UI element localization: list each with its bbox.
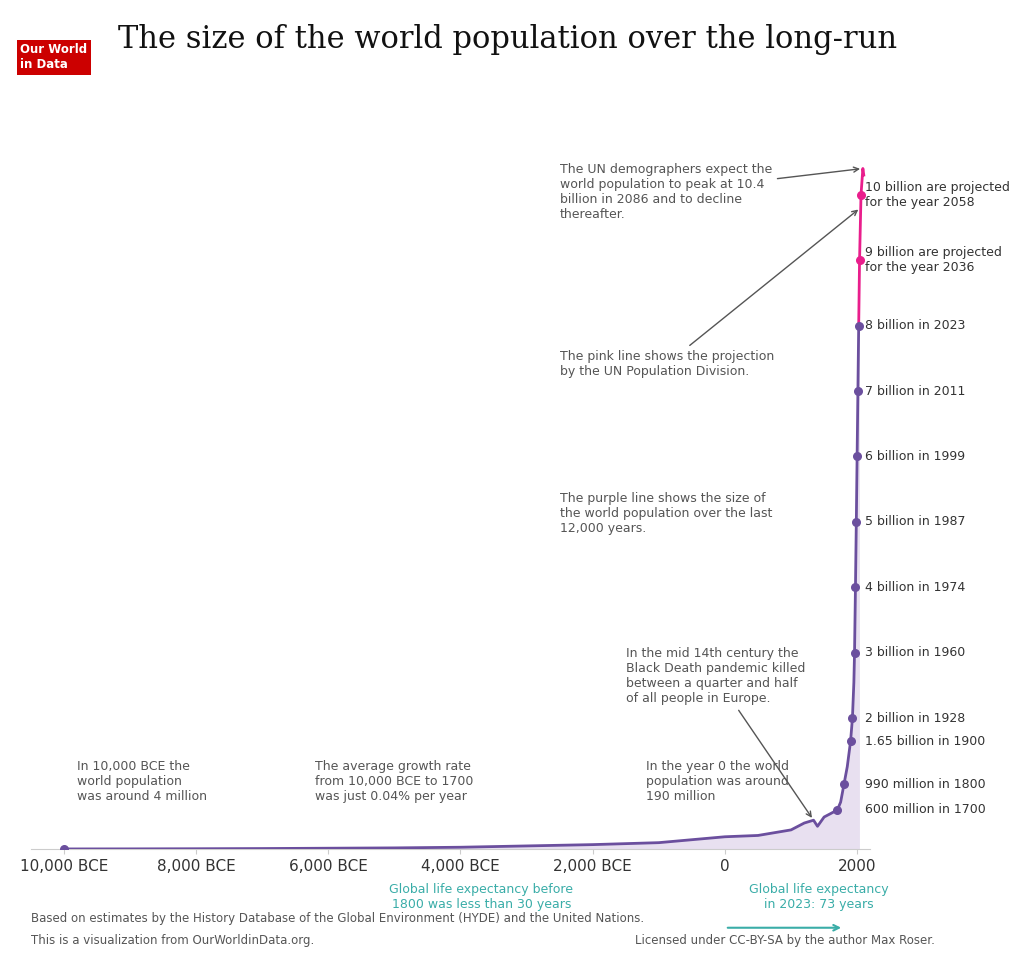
- Point: [836, 777, 852, 792]
- Text: Based on estimates by the History Database of the Global Environment (HYDE) and : Based on estimates by the History Databa…: [31, 912, 644, 924]
- Text: 6 billion in 1999: 6 billion in 1999: [865, 450, 966, 463]
- Text: 600 million in 1700: 600 million in 1700: [865, 804, 986, 816]
- Text: Global life expectancy
in 2023: 73 years: Global life expectancy in 2023: 73 years: [750, 883, 889, 911]
- Point: [849, 449, 865, 464]
- Text: This is a visualization from OurWorldinData.org.: This is a visualization from OurWorldinD…: [31, 934, 314, 947]
- Text: Global life expectancy before
1800 was less than 30 years: Global life expectancy before 1800 was l…: [389, 883, 573, 911]
- Text: 7 billion in 2011: 7 billion in 2011: [865, 384, 966, 398]
- Text: In the year 0 the world
population was around
190 million: In the year 0 the world population was a…: [645, 760, 788, 804]
- Text: 2 billion in 1928: 2 billion in 1928: [865, 712, 966, 725]
- Text: 1.65 billion in 1900: 1.65 billion in 1900: [865, 734, 985, 748]
- Text: The purple line shows the size of
the world population over the last
12,000 year: The purple line shows the size of the wo…: [560, 492, 772, 535]
- Text: Our World
in Data: Our World in Data: [20, 43, 88, 71]
- Point: [851, 253, 867, 268]
- Point: [829, 802, 846, 817]
- Text: The size of the world population over the long-run: The size of the world population over th…: [118, 24, 897, 55]
- Point: [844, 710, 860, 726]
- Text: In 10,000 BCE the
world population
was around 4 million: In 10,000 BCE the world population was a…: [77, 760, 207, 804]
- Point: [850, 383, 866, 399]
- Text: 3 billion in 1960: 3 billion in 1960: [865, 647, 966, 659]
- Point: [847, 580, 863, 595]
- Point: [55, 841, 72, 857]
- Point: [848, 514, 864, 530]
- Text: 5 billion in 1987: 5 billion in 1987: [865, 515, 966, 529]
- Text: Licensed under CC-BY-SA by the author Max Roser.: Licensed under CC-BY-SA by the author Ma…: [635, 934, 935, 947]
- Point: [853, 187, 869, 203]
- Text: In the mid 14th century the
Black Death pandemic killed
between a quarter and ha: In the mid 14th century the Black Death …: [626, 648, 811, 816]
- Text: 990 million in 1800: 990 million in 1800: [865, 778, 986, 791]
- Point: [843, 733, 859, 749]
- Text: The pink line shows the projection
by the UN Population Division.: The pink line shows the projection by th…: [560, 210, 857, 378]
- Text: The UN demographers expect the
world population to peak at 10.4
billion in 2086 : The UN demographers expect the world pop…: [560, 163, 858, 221]
- Text: 9 billion are projected
for the year 2036: 9 billion are projected for the year 203…: [865, 246, 1002, 274]
- Text: 10 billion are projected
for the year 2058: 10 billion are projected for the year 20…: [865, 180, 1010, 208]
- Text: The average growth rate
from 10,000 BCE to 1700
was just 0.04% per year: The average growth rate from 10,000 BCE …: [315, 760, 473, 804]
- Point: [847, 646, 863, 661]
- Point: [851, 317, 867, 333]
- Text: 8 billion in 2023: 8 billion in 2023: [865, 319, 966, 332]
- Text: 4 billion in 1974: 4 billion in 1974: [865, 581, 966, 593]
